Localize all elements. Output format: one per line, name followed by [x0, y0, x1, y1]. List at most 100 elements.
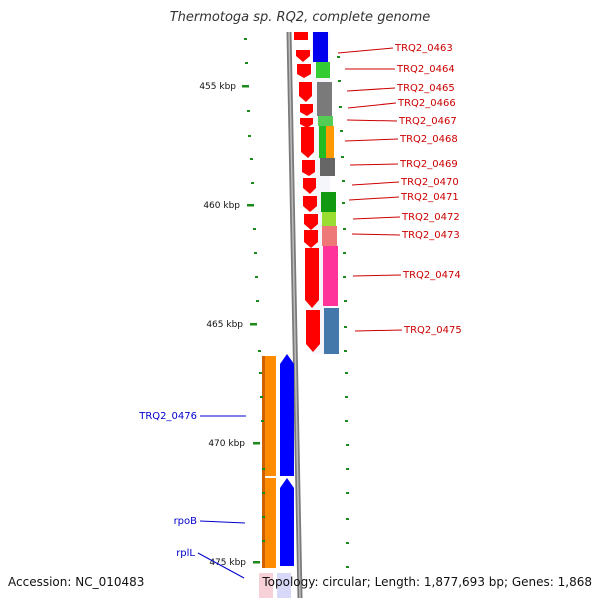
tick-mark	[262, 492, 265, 494]
tick-mark	[340, 130, 343, 132]
gene-label: TRQ2_0464	[396, 64, 455, 75]
kbp-tick	[247, 204, 254, 207]
tick-mark	[344, 300, 347, 302]
gene-arrow	[280, 478, 294, 566]
blue-gene-labels: TRQ2_0476 rpoB rplL	[138, 411, 246, 579]
gene-block	[323, 246, 338, 306]
gene-block	[262, 356, 276, 476]
gene-block	[318, 116, 333, 126]
gene-arrow	[304, 230, 318, 248]
label-leader-line	[346, 119, 398, 122]
gene-label: TRQ2_0476	[138, 411, 197, 422]
tick-mark	[339, 106, 342, 108]
tick-mark	[245, 62, 248, 64]
gene-block	[317, 82, 332, 116]
tick-mark	[259, 372, 262, 374]
gene-block	[316, 62, 330, 78]
gene-arrow	[305, 248, 319, 308]
tick-mark	[341, 156, 344, 158]
tick-mark	[343, 228, 346, 230]
tick-mark	[345, 372, 348, 374]
kbp-label: 465 kbp	[206, 320, 243, 330]
label-leader-line	[337, 47, 394, 54]
gene-block	[326, 126, 334, 158]
gene-block	[321, 192, 336, 212]
kbp-label: 455 kbp	[199, 82, 236, 92]
label-leader-line	[197, 552, 245, 579]
gene-label: TRQ2_0466	[397, 98, 456, 109]
gene-arrow	[301, 127, 314, 158]
lower-genes	[259, 354, 294, 598]
gene-block	[262, 478, 276, 568]
tick-mark	[343, 276, 346, 278]
kbp-label: 470 kbp	[208, 439, 245, 449]
gene-arrow	[294, 32, 308, 40]
label-leader-line	[351, 181, 400, 186]
tick-mark	[343, 252, 346, 254]
tick-mark	[255, 276, 258, 278]
label-leader-line	[344, 138, 399, 142]
tick-mark	[258, 350, 261, 352]
gene-arrow	[302, 160, 315, 176]
kbp-label: 460 kbp	[203, 201, 240, 211]
gene-block	[277, 573, 291, 598]
gene-block	[319, 126, 326, 158]
gene-label: TRQ2_0473	[401, 230, 460, 241]
gene-arrow	[296, 50, 310, 62]
gene-label: TRQ2_0469	[399, 159, 458, 170]
tick-mark	[248, 135, 251, 137]
tick-mark	[346, 542, 349, 544]
gene-block	[313, 32, 328, 62]
gene-label: TRQ2_0470	[400, 177, 459, 188]
tick-mark	[247, 110, 250, 112]
gene-label: TRQ2_0474	[402, 270, 461, 281]
tick-mark	[260, 396, 263, 398]
gene-arrow	[304, 214, 318, 230]
tick-mark	[338, 80, 341, 82]
label-leader-line	[351, 233, 401, 236]
tick-mark	[346, 518, 349, 520]
tick-mark	[344, 350, 347, 352]
tick-mark	[262, 540, 265, 542]
tick-mark	[346, 492, 349, 494]
gene-block	[322, 212, 336, 226]
label-leader-line	[347, 102, 397, 109]
tick-mark	[342, 202, 345, 204]
gene-label: rpoB	[174, 516, 198, 527]
gene-label: TRQ2_0468	[399, 134, 458, 145]
kbp-scale: 455 kbp 460 kbp 465 kbp 470 kbp 475 kbp	[199, 82, 260, 568]
gene-block	[320, 158, 335, 176]
tick-mark	[342, 180, 345, 182]
gene-arrow	[300, 118, 313, 128]
gene-label: TRQ2_0467	[398, 116, 457, 127]
gene-block	[259, 573, 273, 598]
gene-label: TRQ2_0465	[396, 83, 455, 94]
kbp-tick	[253, 561, 260, 564]
gene-arrow	[280, 354, 294, 476]
label-leader-line	[352, 274, 402, 277]
gene-arrow	[297, 64, 311, 78]
label-leader-line	[199, 520, 246, 524]
gene-arrow	[303, 178, 316, 194]
tick-mark	[345, 420, 348, 422]
gene-label: TRQ2_0475	[403, 325, 462, 336]
gene-arrow	[300, 104, 313, 116]
tick-mark	[254, 252, 257, 254]
tick-mark	[262, 516, 265, 518]
tick-mark	[256, 300, 259, 302]
gene-block	[322, 226, 337, 246]
accession-text: Accession: NC_010483	[8, 575, 145, 589]
topology-text: Topology: circular; Length: 1,877,693 bp…	[262, 575, 592, 589]
label-leader-line	[348, 196, 400, 201]
kbp-tick	[250, 323, 257, 326]
tick-mark	[345, 396, 348, 398]
tick-mark	[251, 182, 254, 184]
gene-arrow	[306, 310, 320, 352]
label-leader-line	[354, 329, 403, 332]
annotation-blocks	[313, 32, 339, 354]
label-leader-line	[349, 163, 399, 166]
tick-mark	[346, 444, 349, 446]
tick-mark	[344, 326, 347, 328]
